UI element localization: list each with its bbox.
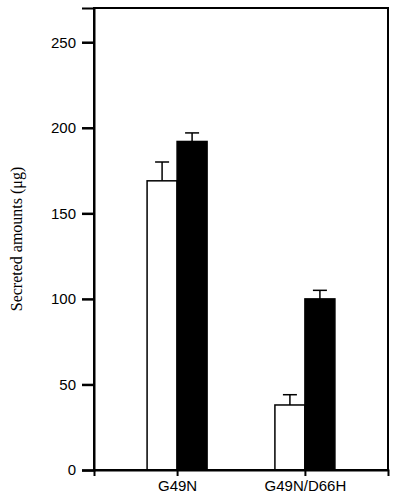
error-bar: [191, 133, 193, 142]
y-tick-mark: [82, 213, 94, 216]
y-tick-mark: [82, 41, 94, 44]
y-tick: 0: [68, 461, 94, 478]
error-bar: [289, 395, 291, 405]
y-tick-mark: [82, 298, 94, 301]
error-cap: [185, 132, 199, 134]
marks: [147, 133, 335, 470]
chart-container: 0 50 100 150 200 250 G49N G49N/D66H Secreted amo…: [0, 0, 399, 500]
x-axis-line: [95, 471, 389, 477]
x-tick: G49N/D66H: [265, 470, 347, 494]
y-axis-title: Secreted amounts (μg): [8, 167, 26, 312]
x-tick-label: G49N/D66H: [265, 477, 347, 494]
y-tick-mark: [82, 127, 94, 130]
x-tick-mark: [177, 470, 179, 476]
y-tick-label: 250: [51, 34, 76, 51]
error-bar: [319, 290, 321, 299]
y-tick-mark: [82, 469, 94, 472]
y-tick-label: 100: [51, 290, 76, 307]
y-tick: 200: [51, 119, 94, 136]
y-tick: 100: [51, 290, 94, 307]
y-tick: 250: [51, 34, 94, 51]
y-axis-line: [82, 9, 95, 471]
x-tick: G49N: [158, 470, 197, 494]
error-cap: [155, 161, 169, 163]
y-tick-mark: [82, 384, 94, 387]
error-cap: [283, 394, 297, 396]
y-tick-label: 200: [51, 119, 76, 136]
error-cap: [313, 290, 327, 292]
bar: [305, 299, 335, 470]
error-bar: [161, 162, 163, 181]
y-tick: 150: [51, 205, 94, 222]
y-tick-label: 150: [51, 205, 76, 222]
chart-svg: 0 50 100 150 200 250 G49N G49N/D66H Secreted amo…: [0, 0, 399, 500]
plot-frame: [94, 8, 388, 470]
plot: 0 50 100 150 200 250 G49N G49N/D66H: [51, 8, 389, 494]
x-tick-label: G49N: [158, 477, 197, 494]
y-tick-label: 50: [59, 376, 76, 393]
x-axis: G49N G49N/D66H: [95, 470, 389, 494]
x-tick-mark: [304, 470, 306, 476]
bar: [177, 141, 207, 470]
y-tick-label: 0: [68, 461, 76, 478]
y-tick: 50: [59, 376, 94, 393]
bar: [275, 405, 305, 470]
y-axis: 0 50 100 150 200 250: [51, 9, 95, 479]
bar: [147, 181, 177, 470]
